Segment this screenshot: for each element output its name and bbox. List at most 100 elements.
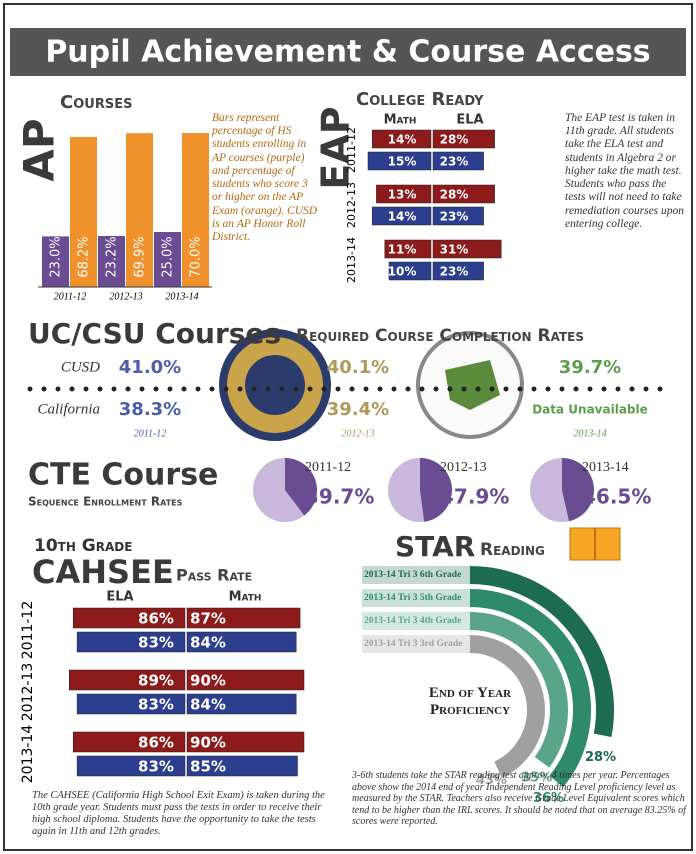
radial-bar <box>469 612 568 768</box>
pie-slice <box>285 458 317 516</box>
bar-value-label: 90% <box>190 672 226 690</box>
bar-value-label: 84% <box>190 634 226 652</box>
stat-value: 39.7% <box>559 357 621 378</box>
bar-value-label: 13% <box>388 188 417 202</box>
bar-value-label: 10% <box>388 265 417 279</box>
bar-value-label: 23.2% <box>105 236 120 277</box>
bar <box>69 669 186 691</box>
bar <box>72 607 186 629</box>
bar <box>182 133 209 287</box>
bar <box>432 206 484 226</box>
bar-value-label: 83% <box>138 696 174 714</box>
section-subtitle: Required Course Completion Rates <box>296 326 584 346</box>
radial-label: 2013-14 Tri 3 3rd Grade <box>364 639 462 649</box>
bar-value-label: 31% <box>440 243 469 257</box>
bar <box>432 239 502 259</box>
frame <box>3 3 693 851</box>
bar <box>432 151 484 171</box>
bar <box>388 261 432 281</box>
stat-value: Data Unavailable <box>532 403 648 417</box>
row-label: 2013-14 <box>20 725 36 784</box>
bar-value-label: 14% <box>388 210 417 224</box>
section-subtitle: Courses <box>60 92 132 113</box>
stat-value: 39.4% <box>327 399 389 420</box>
bar-value-label: 14% <box>388 133 417 147</box>
year-label: 2013-14 <box>582 460 629 475</box>
bar-value-label: 86% <box>138 610 174 628</box>
row-label: California <box>37 401 100 417</box>
bar <box>371 129 432 149</box>
section-subtitle: Reading <box>480 540 545 560</box>
banner <box>10 28 686 76</box>
stat-value: 40.1% <box>327 357 389 378</box>
row-label: 2011-12 <box>345 127 358 173</box>
bar-value-label: 23.0% <box>49 236 64 277</box>
bar-value-label: 90% <box>190 734 226 752</box>
stat-value: 41.0% <box>119 357 181 378</box>
bar <box>367 151 432 171</box>
bar-value-label: 23% <box>440 210 469 224</box>
radial-value-label: 35% <box>521 770 552 785</box>
eap-note: The EAP test is taken in 11th grade. All… <box>565 112 685 230</box>
bar <box>432 184 495 204</box>
bar <box>186 731 305 753</box>
year-label: 2012-13 <box>440 460 487 475</box>
bar <box>186 607 301 629</box>
bar <box>126 133 153 287</box>
bar-value-label: 28% <box>440 133 469 147</box>
bar <box>371 206 432 226</box>
section-title: EAP <box>314 106 358 189</box>
bar-value-label: 25.0% <box>161 236 176 277</box>
bar <box>76 755 186 777</box>
bar-value-label: 83% <box>138 758 174 776</box>
section-title: UC/CSU Courses <box>28 317 281 350</box>
bar <box>186 669 305 691</box>
x-tick-label: 2012-13 <box>109 291 142 302</box>
radial-value-label: 28% <box>585 750 616 765</box>
year-label: 2011-12 <box>134 428 167 439</box>
year-label: 2011-12 <box>305 460 351 475</box>
bar <box>432 261 484 281</box>
year-label: 2013-14 <box>573 428 606 439</box>
bar <box>186 631 297 653</box>
bar <box>186 755 298 777</box>
year-label: 2012-13 <box>341 428 374 439</box>
bar <box>76 631 186 653</box>
section-title: STAR <box>395 530 475 563</box>
pie-slice <box>420 458 453 522</box>
ap-note: Bars represent percentage of HS students… <box>212 112 318 243</box>
bar <box>76 693 186 715</box>
bar-value-label: 87% <box>190 610 226 628</box>
bar <box>72 731 186 753</box>
bar <box>154 232 181 287</box>
bar-value-label: 23% <box>440 155 469 169</box>
bar-value-label: 85% <box>190 758 226 776</box>
radial-label: 2013-14 Tri 3 5th Grade <box>364 593 461 603</box>
section-supertitle: 10th Grade <box>34 536 132 556</box>
csu-seal-map <box>445 360 500 410</box>
star-note: 3-6th students take the STAR reading tes… <box>352 770 686 827</box>
bar-value-label: 70.0% <box>189 236 204 277</box>
row-label: 2011-12 <box>20 601 36 660</box>
section-title: AP <box>15 118 64 181</box>
row-label: CUSD <box>61 359 100 375</box>
bar-value-label: 84% <box>190 696 226 714</box>
bar-value-label: 28% <box>440 188 469 202</box>
radial-bar <box>469 635 545 778</box>
cahsee-note: The CAHSEE (California High School Exit … <box>32 790 325 838</box>
section-subtitle: College Ready <box>356 89 484 110</box>
bar <box>384 239 432 259</box>
bar-value-label: 83% <box>138 634 174 652</box>
row-label: 2013-14 <box>345 237 358 283</box>
section-subtitle: Pass Rate <box>176 566 252 585</box>
section-title: CAHSEE <box>32 553 174 591</box>
column-header: Math <box>384 113 417 128</box>
radial-bar <box>469 566 614 737</box>
bar-value-label: 11% <box>388 243 417 257</box>
radial-value-label: 43% <box>476 773 507 788</box>
x-tick-label: 2013-14 <box>165 291 198 302</box>
pie-value-label: 47.9% <box>440 485 509 509</box>
bar <box>376 184 432 204</box>
